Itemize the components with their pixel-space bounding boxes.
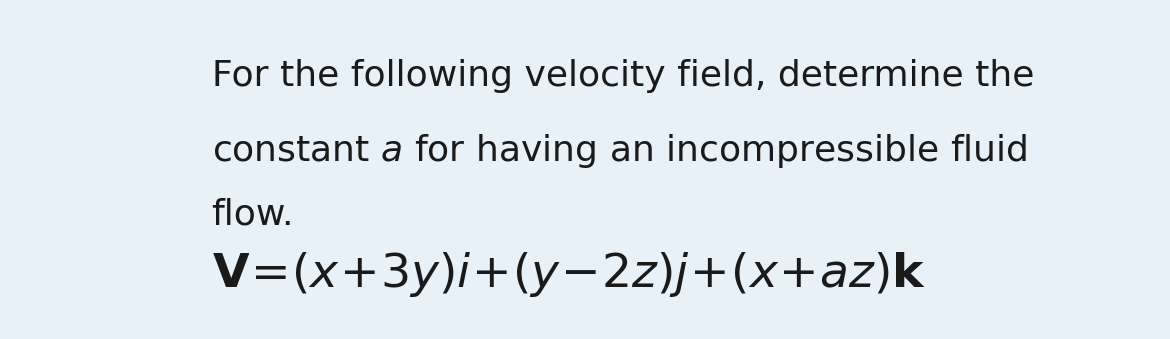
Text: flow.: flow. (212, 197, 294, 231)
Text: For the following velocity field, determine the: For the following velocity field, determ… (212, 59, 1034, 93)
Text: constant $a$ for having an incompressible fluid: constant $a$ for having an incompressibl… (212, 132, 1027, 170)
Text: $\mathbf{V}\!=\!(x\!+\!3y)\mathit{i}\!+\!(y\!-\!2z)\mathit{j}\!+\!(x\!+\!az)\mat: $\mathbf{V}\!=\!(x\!+\!3y)\mathit{i}\!+\… (212, 250, 925, 299)
